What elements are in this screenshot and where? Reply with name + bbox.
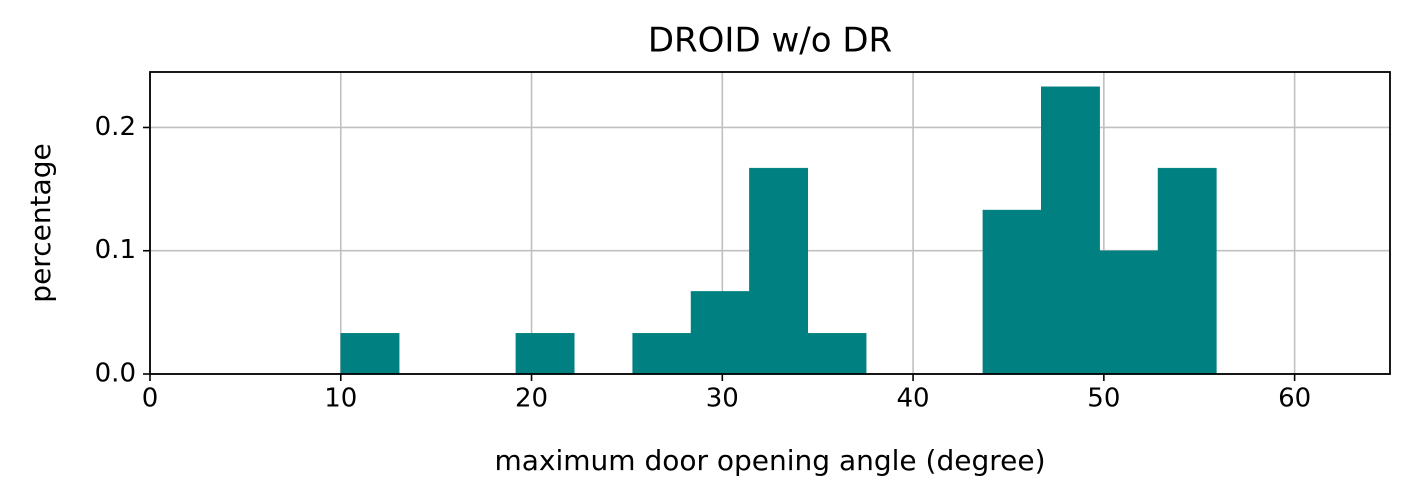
bar	[1041, 86, 1100, 375]
y-tick-label: 0.1	[95, 235, 136, 265]
bar	[749, 167, 809, 375]
bar	[1157, 167, 1217, 375]
bar	[632, 333, 692, 375]
x-tick-label: 20	[515, 384, 548, 414]
y-axis-label: percentage	[24, 143, 57, 302]
x-tick-label: 60	[1278, 384, 1311, 414]
x-tick-label: 0	[142, 384, 159, 414]
x-tick-label: 50	[1087, 384, 1120, 414]
plot-frame	[149, 71, 1391, 375]
x-tick-label: 10	[324, 384, 357, 414]
x-tick-label: 30	[706, 384, 739, 414]
chart-title: DROID w/o DR	[648, 21, 892, 61]
y-tick-label: 0.2	[95, 112, 136, 142]
bar	[340, 333, 400, 375]
bar	[690, 291, 750, 375]
bar	[515, 333, 575, 375]
bar	[982, 209, 1042, 375]
bar	[1099, 250, 1159, 375]
x-axis-label: maximum door opening angle (degree)	[494, 444, 1045, 477]
bar	[807, 333, 867, 375]
y-tick-label: 0.0	[95, 359, 136, 389]
x-tick-label: 40	[897, 384, 930, 414]
